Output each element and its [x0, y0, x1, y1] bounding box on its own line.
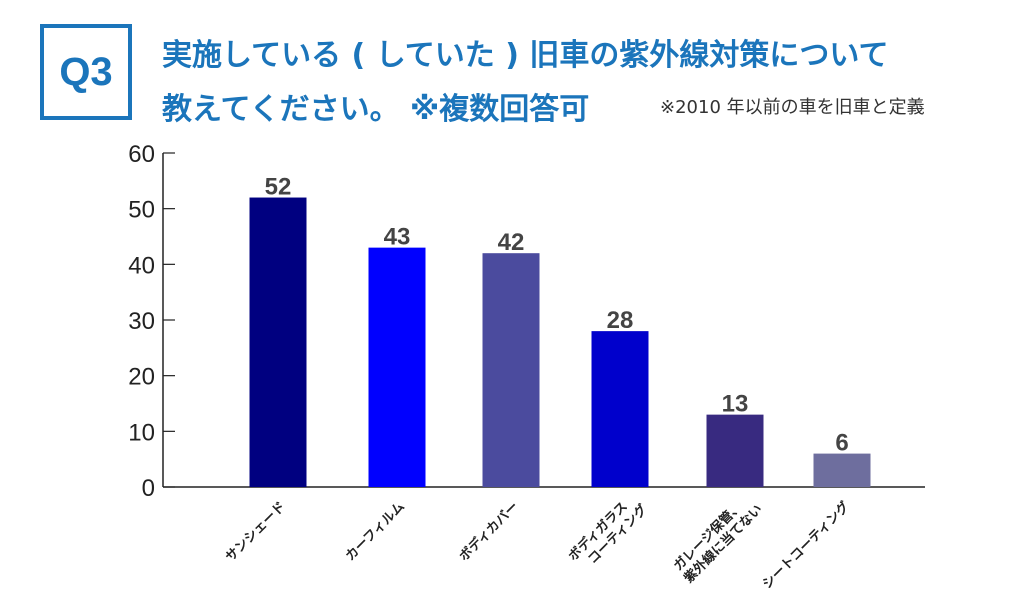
y-tick-label: 50 — [128, 197, 155, 224]
x-tick-label-line: ボディカバー — [456, 499, 522, 565]
bar — [249, 197, 307, 488]
y-tick-label: 60 — [128, 141, 155, 168]
y-tick-label: 0 — [142, 475, 155, 502]
y-tick-label: 30 — [128, 308, 155, 335]
data-label: 42 — [498, 229, 525, 256]
x-tick-label: ガレージ保管、紫外線に当てない — [669, 490, 765, 586]
x-tick-label: ボディガラスコーティング — [565, 490, 650, 575]
bar — [482, 253, 540, 487]
bar — [706, 414, 764, 487]
data-label: 6 — [835, 430, 848, 457]
data-label: 13 — [722, 391, 749, 418]
bar — [368, 247, 426, 487]
chart-title-line1: 実施している ( していた ) 旧車の紫外線対策について — [162, 38, 889, 73]
question-badge: Q3 — [40, 24, 132, 120]
x-tick-label-line: カーフィルム — [343, 499, 408, 564]
x-tick-label: ボディカバー — [456, 499, 522, 565]
y-tick-label: 40 — [128, 252, 155, 279]
y-tick-label: 20 — [128, 364, 155, 391]
definition-note: ※2010 年以前の車を旧車と定義 — [660, 97, 925, 118]
y-tick-label: 10 — [128, 419, 155, 446]
x-tick-label: シートコーティング — [759, 499, 853, 593]
data-label: 28 — [607, 307, 634, 334]
x-tick-label-line: サンシェード — [223, 499, 289, 565]
chart-title-line2: 教えてください。 ※複数回答可 — [162, 92, 590, 127]
x-tick-label: サンシェード — [223, 499, 289, 565]
data-label: 43 — [384, 224, 411, 251]
bar — [591, 331, 649, 487]
x-tick-label-line: シートコーティング — [759, 499, 853, 593]
data-label: 52 — [265, 174, 292, 201]
bar — [813, 453, 871, 487]
x-tick-label: カーフィルム — [343, 499, 408, 564]
